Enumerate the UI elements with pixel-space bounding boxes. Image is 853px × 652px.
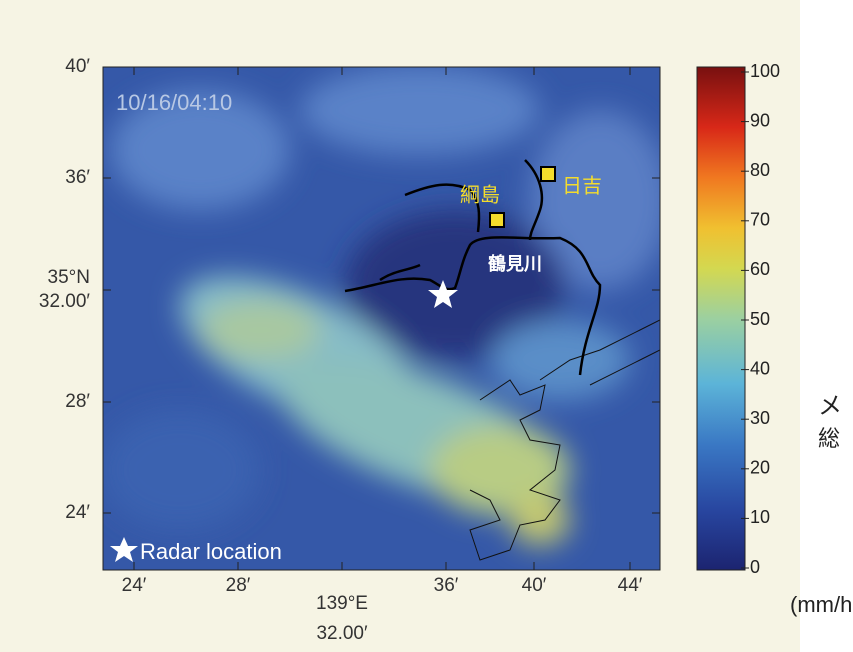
x-tick-label: 36′ [434, 575, 459, 596]
side-text: メ [818, 392, 842, 419]
colorbar-unit: (mm/hr) [790, 592, 853, 617]
colorbar-tick-label: 50 [750, 309, 770, 329]
colorbar-tick-label: 20 [750, 458, 770, 478]
x-tick-label: 24′ [122, 575, 147, 596]
colorbar-tick-label: 80 [750, 160, 770, 180]
legend-label: Radar location [140, 539, 282, 564]
colorbar-tick-label: 10 [750, 507, 770, 527]
colorbar-tick-label: 40 [750, 358, 770, 378]
colorbar-tick-label: 0 [750, 557, 760, 577]
x-tick-label: 28′ [226, 575, 251, 596]
river-label: 鶴見川 [488, 253, 542, 274]
side-text: 総 [818, 426, 840, 451]
y-tick-label: 36′ [65, 167, 90, 188]
y-tick-label: 28′ [65, 391, 90, 412]
radar-map: 10/16/04:10 綱島 日吉 鶴見川 Radar location [100, 65, 670, 570]
y-tick-label: 40′ [65, 56, 90, 77]
colorbar-tick-label: 70 [750, 210, 770, 230]
colorbar-tick-label: 100 [750, 61, 780, 81]
place-label: 日吉 [562, 174, 602, 197]
figure: 10/16/04:10 綱島 日吉 鶴見川 Radar location (mm… [0, 0, 853, 652]
y-tick-label: 24′ [65, 502, 90, 523]
x-tick-label: 44′ [618, 575, 643, 596]
colorbar-tick-label: 60 [750, 259, 770, 279]
x-tick-label: 139°E [316, 593, 368, 614]
x-tick-label: 32.00′ [316, 623, 368, 644]
y-tick-label: 32.00′ [39, 291, 91, 312]
colorbar-tick-label: 30 [750, 408, 770, 428]
timestamp: 10/16/04:10 [116, 90, 232, 115]
x-tick-label: 40′ [522, 575, 547, 596]
colorbar-tick-label: 90 [750, 110, 770, 130]
y-tick-label: 35°N [48, 267, 90, 288]
colorbar [697, 67, 745, 570]
place-label: 綱島 [460, 183, 500, 206]
